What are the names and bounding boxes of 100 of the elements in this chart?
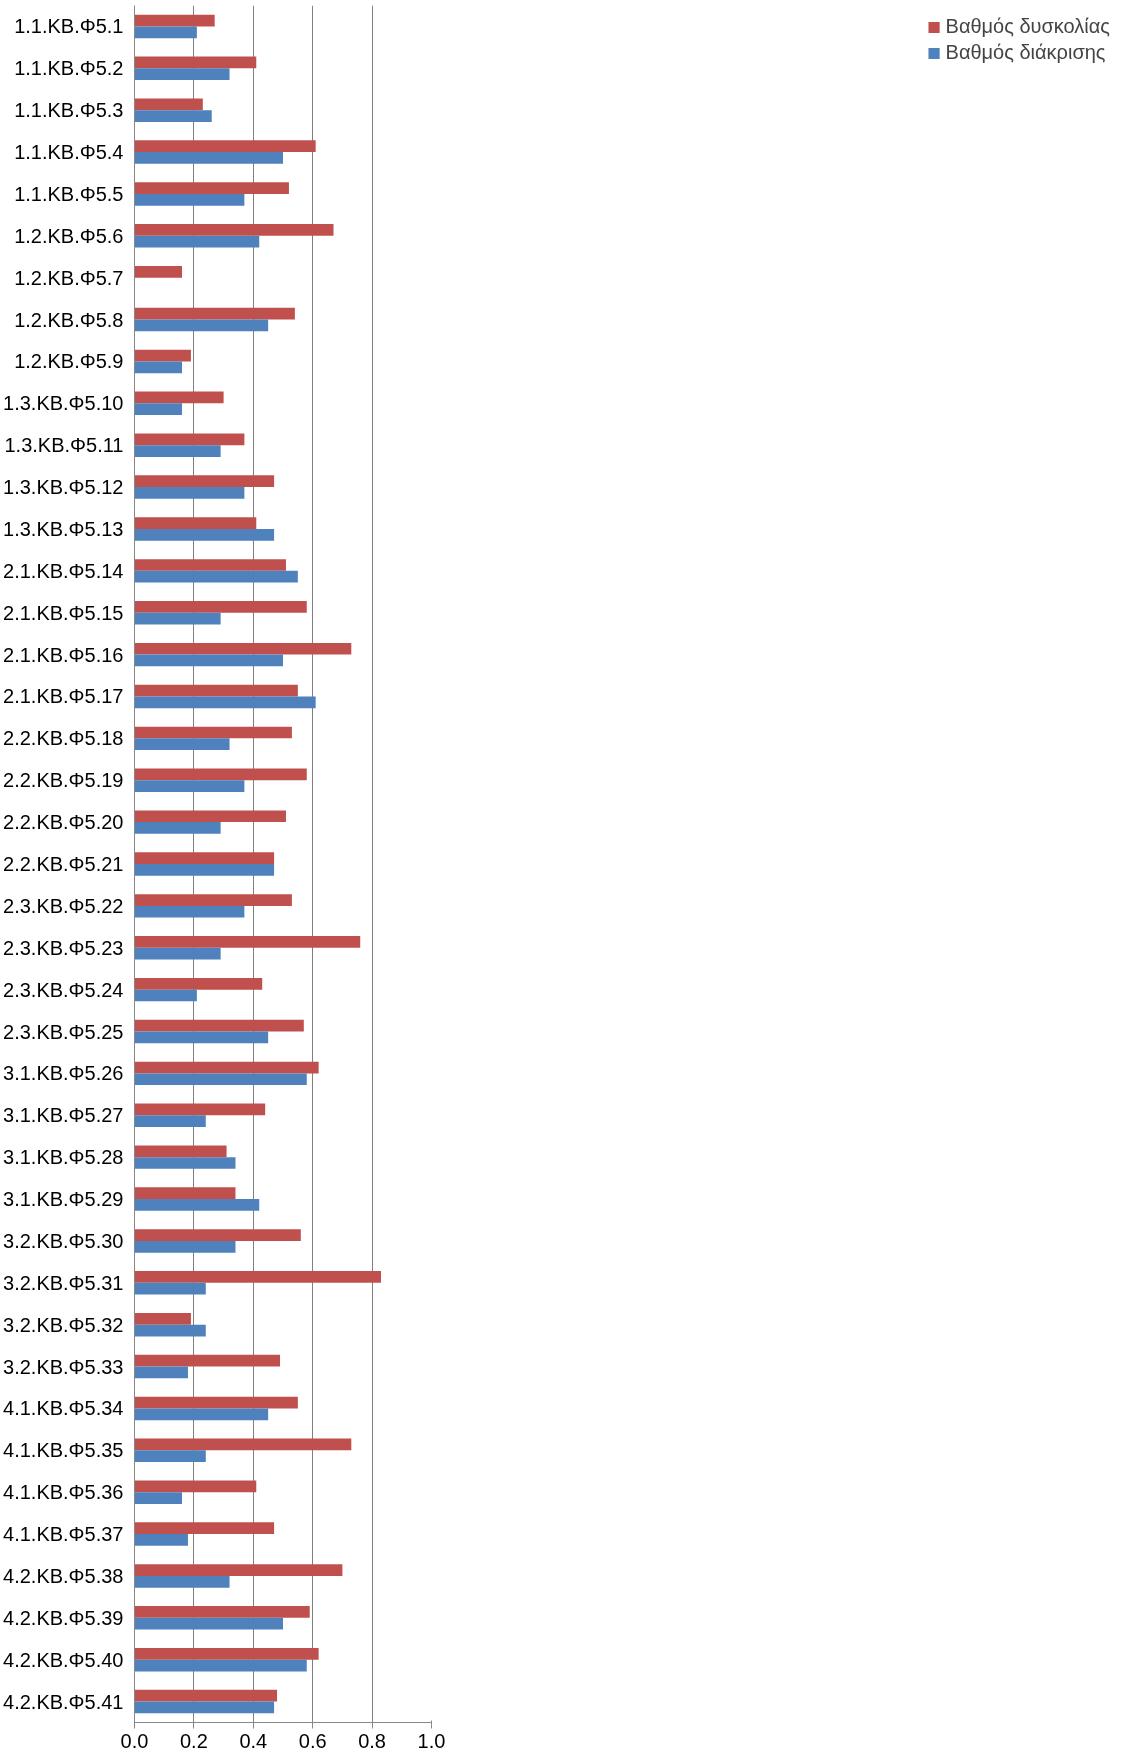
bar (134, 1492, 183, 1504)
bar (134, 1366, 188, 1379)
y-tick-label: 4.2.ΚΒ.Φ5.39 (3, 1606, 124, 1629)
y-tick-label: 2.3.ΚΒ.Φ5.25 (3, 1020, 124, 1043)
y-tick-label: 2.1.ΚΒ.Φ5.14 (3, 559, 124, 582)
bar (134, 810, 286, 823)
bar (134, 1324, 206, 1337)
bar (134, 936, 361, 948)
y-tick-label: 4.1.ΚΒ.Φ5.35 (3, 1439, 124, 1462)
bar (134, 654, 283, 667)
y-tick-label: 1.3.ΚΒ.Φ5.13 (3, 517, 124, 540)
bar (134, 696, 316, 709)
bar (134, 1187, 236, 1200)
bar (134, 26, 197, 39)
y-tick-label: 1.2.ΚΒ.Φ5.8 (14, 308, 124, 331)
y-tick-label: 1.3.ΚΒ.Φ5.10 (3, 392, 124, 415)
bar (134, 1031, 269, 1044)
bar (134, 1061, 319, 1074)
bar (134, 1157, 236, 1169)
y-tick-label: 4.1.ΚΒ.Φ5.37 (3, 1523, 124, 1546)
y-tick-label: 2.2.ΚΒ.Φ5.19 (3, 769, 124, 792)
bar (134, 56, 257, 69)
bar (134, 1145, 227, 1158)
y-tick-label: 2.2.ΚΒ.Φ5.21 (3, 853, 124, 875)
bar (134, 517, 257, 529)
y-tick-label: 1.1.ΚΒ.Φ5.2 (14, 57, 124, 80)
y-tick-label: 2.1.ΚΒ.Φ5.17 (3, 685, 124, 708)
bar (134, 445, 221, 457)
bar (134, 612, 221, 625)
bar (134, 684, 298, 697)
y-tick-label: 4.2.ΚΒ.Φ5.41 (3, 1690, 124, 1713)
bar (134, 1617, 283, 1630)
bar (134, 319, 269, 332)
bar (134, 1396, 298, 1409)
y-tick-label: 2.2.ΚΒ.Φ5.20 (3, 811, 124, 834)
y-tick-label: 4.2.ΚΒ.Φ5.40 (3, 1648, 124, 1671)
bar (134, 977, 263, 990)
bar (134, 361, 183, 374)
bar (134, 1312, 191, 1325)
y-tick-label: 2.3.ΚΒ.Φ5.22 (3, 894, 124, 917)
bar (134, 1575, 230, 1588)
bar (134, 905, 245, 918)
bar (134, 1438, 352, 1451)
y-tick-label: 4.1.ΚΒ.Φ5.36 (3, 1481, 124, 1504)
bar (134, 1199, 260, 1211)
bar (134, 528, 275, 541)
bar (134, 475, 275, 488)
bar (134, 989, 197, 1002)
legend-label: Βαθμός δυσκολίας (945, 15, 1110, 38)
bar (134, 894, 292, 906)
bar (134, 642, 352, 655)
y-tick-label: 3.2.ΚΒ.Φ5.33 (3, 1355, 124, 1378)
bar (134, 1450, 206, 1463)
bar (134, 224, 334, 236)
x-tick-label: 0.8 (358, 1729, 387, 1752)
bar (134, 1103, 266, 1116)
bar (134, 1534, 188, 1546)
x-tick-label: 0.6 (298, 1729, 327, 1752)
bar (134, 1689, 278, 1702)
bar (134, 1647, 319, 1660)
y-tick-label: 1.1.ΚΒ.Φ5.5 (14, 182, 124, 205)
y-tick-label: 1.2.ΚΒ.Φ5.9 (14, 350, 124, 373)
y-tick-label: 1.2.ΚΒ.Φ5.7 (14, 266, 124, 289)
y-tick-label: 1.1.ΚΒ.Φ5.3 (14, 99, 124, 122)
y-tick-label: 2.2.ΚΒ.Φ5.18 (3, 727, 124, 750)
bar (134, 349, 191, 362)
bar (134, 98, 203, 111)
bar (134, 1073, 307, 1086)
bar (134, 864, 275, 876)
bar (134, 1701, 275, 1714)
y-tick-label: 2.3.ΚΒ.Φ5.24 (3, 978, 124, 1001)
bar (134, 391, 224, 404)
x-tick-label: 0.0 (120, 1729, 149, 1752)
y-tick-label: 1.2.ΚΒ.Φ5.6 (14, 224, 124, 247)
y-tick-label: 4.2.ΚΒ.Φ5.38 (3, 1564, 124, 1587)
x-tick-label: 0.4 (239, 1729, 268, 1752)
y-tick-label: 3.1.ΚΒ.Φ5.27 (3, 1104, 124, 1127)
bar (134, 140, 316, 153)
bar (134, 433, 245, 446)
bar (134, 182, 289, 194)
y-tick-label: 1.1.ΚΒ.Φ5.4 (14, 141, 124, 164)
x-tick-label: 1.0 (417, 1729, 446, 1752)
bar (134, 738, 230, 751)
bar (134, 1271, 382, 1283)
bar (134, 1659, 307, 1672)
bar (134, 1522, 275, 1535)
bar (134, 68, 230, 81)
bar (134, 193, 245, 206)
bar (134, 768, 307, 781)
bar (134, 1282, 206, 1295)
bar (134, 110, 212, 122)
bar (134, 1564, 343, 1576)
bar (134, 1019, 304, 1032)
y-tick-label: 2.1.ΚΒ.Φ5.15 (3, 601, 124, 624)
bar (134, 403, 183, 416)
y-tick-label: 3.1.ΚΒ.Φ5.26 (3, 1062, 124, 1085)
y-tick-label: 3.1.ΚΒ.Φ5.29 (3, 1188, 124, 1211)
bar (134, 14, 215, 27)
bar (134, 780, 245, 792)
bar (134, 1354, 281, 1367)
